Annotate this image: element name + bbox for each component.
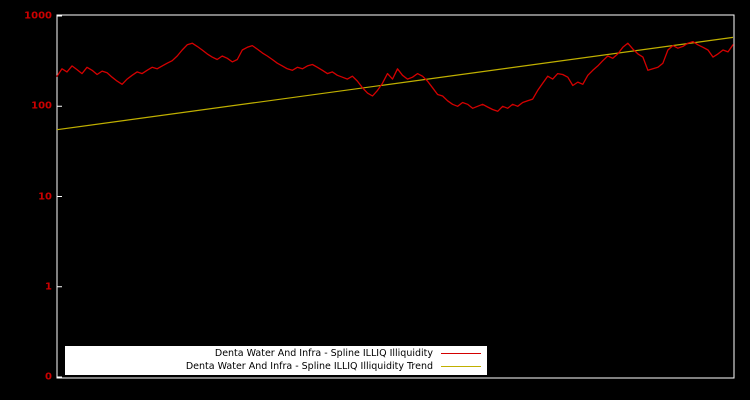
legend-item-trend: Denta Water And Infra - Spline ILLIQ Ill… [69, 360, 483, 373]
axis-tick-marks [57, 15, 62, 378]
legend: Denta Water And Infra - Spline ILLIQ Ill… [65, 346, 487, 375]
trend-line [56, 36, 734, 131]
legend-label-trend: Denta Water And Infra - Spline ILLIQ Ill… [185, 361, 433, 372]
y-axis-tick-label: 1000 [24, 10, 52, 22]
legend-line-sample-illiquidity [441, 353, 481, 354]
y-axis-tick-label: 1 [45, 281, 52, 293]
plot-border [56, 14, 735, 379]
y-axis-tick-label: 10 [38, 191, 52, 202]
legend-label-illiquidity: Denta Water And Infra - Spline ILLIQ Ill… [214, 348, 433, 359]
y-axis-tick-label: 100 [31, 100, 52, 112]
illiquidity-series-line [56, 40, 734, 112]
legend-line-sample-trend [441, 366, 481, 367]
y-axis-tick-label: 0 [45, 371, 52, 383]
legend-item-illiquidity: Denta Water And Infra - Spline ILLIQ Ill… [69, 347, 483, 360]
